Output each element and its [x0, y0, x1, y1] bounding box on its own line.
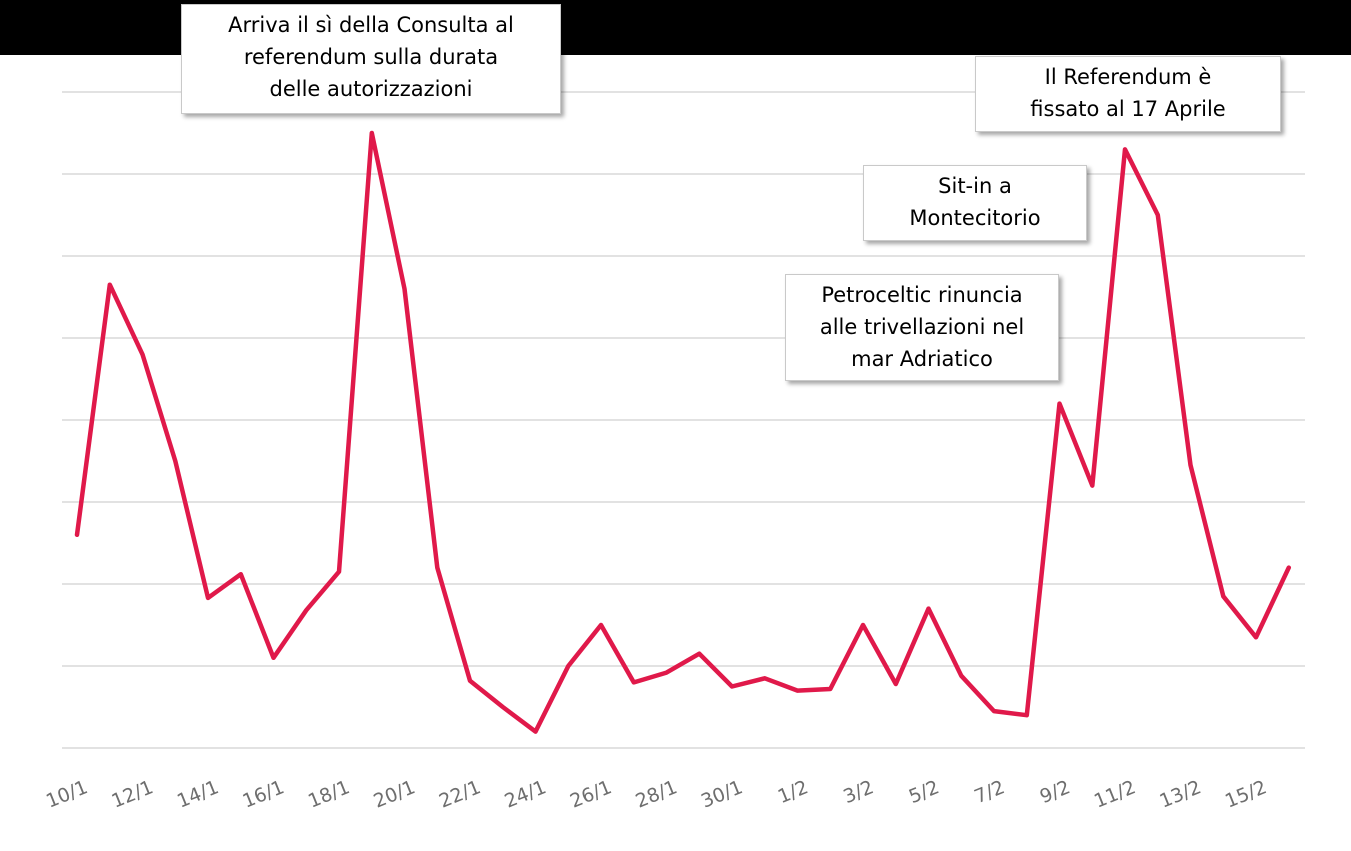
x-tick-label: 13/2 [1157, 776, 1205, 812]
annotation-petroceltic-line-2: alle trivellazioni nel [819, 315, 1025, 339]
annotation-sit-in-line-2: Montecitorio [909, 206, 1041, 230]
x-tick-label: 18/1 [305, 776, 353, 812]
annotation-petroceltic-line-1: Petroceltic rinuncia [821, 283, 1023, 307]
annotation-petroceltic: Petroceltic rinuncia alle trivellazioni … [785, 274, 1059, 381]
series-points [75, 131, 1291, 734]
gridlines [62, 91, 1305, 749]
annotation-referendum-date-line-1: Il Referendum è [1044, 65, 1212, 89]
x-tick-label: 16/1 [240, 776, 288, 812]
x-tick-label: 15/2 [1222, 776, 1270, 812]
x-tick-label: 30/1 [698, 776, 746, 812]
x-tick-label: 10/1 [43, 776, 91, 812]
x-tick-label: 7/2 [971, 776, 1008, 808]
x-tick-label: 9/2 [1037, 776, 1074, 808]
annotation-consulta-line-2: referendum sulla durata [243, 45, 499, 69]
x-tick-label: 1/2 [775, 776, 812, 808]
x-tick-label: 26/1 [567, 776, 615, 812]
x-tick-label: 28/1 [633, 776, 681, 812]
annotation-consulta-line-1: Arriva il sì della Consulta al [228, 13, 514, 37]
annotation-petroceltic-line-3: mar Adriatico [851, 347, 993, 371]
x-tick-label: 22/1 [436, 776, 484, 812]
x-tick-label: 11/2 [1091, 776, 1139, 812]
x-tick-label: 14/1 [174, 776, 222, 812]
annotation-referendum-date-line-2: fissato al 17 Aprile [1030, 97, 1226, 121]
annotation-consulta: Arriva il sì della Consulta al referendu… [181, 4, 561, 114]
x-axis-tick-labels: 10/1 12/1 14/1 16/1 18/1 20/1 22/1 24/1 26/1 28/1… [43, 776, 1270, 812]
x-tick-label: 3/2 [840, 776, 877, 808]
x-tick-label: 20/1 [371, 776, 419, 812]
annotation-consulta-line-3: delle autorizzazioni [269, 77, 473, 101]
series-line [74, 130, 1292, 734]
annotation-referendum-date: Il Referendum è fissato al 17 Aprile [975, 56, 1281, 132]
annotation-sit-in: Sit-in a Montecitorio [863, 165, 1087, 241]
annotation-sit-in-line-1: Sit-in a [938, 174, 1012, 198]
x-tick-label: 5/2 [906, 776, 943, 808]
x-tick-label: 12/1 [109, 776, 157, 812]
x-tick-label: 24/1 [502, 776, 550, 812]
